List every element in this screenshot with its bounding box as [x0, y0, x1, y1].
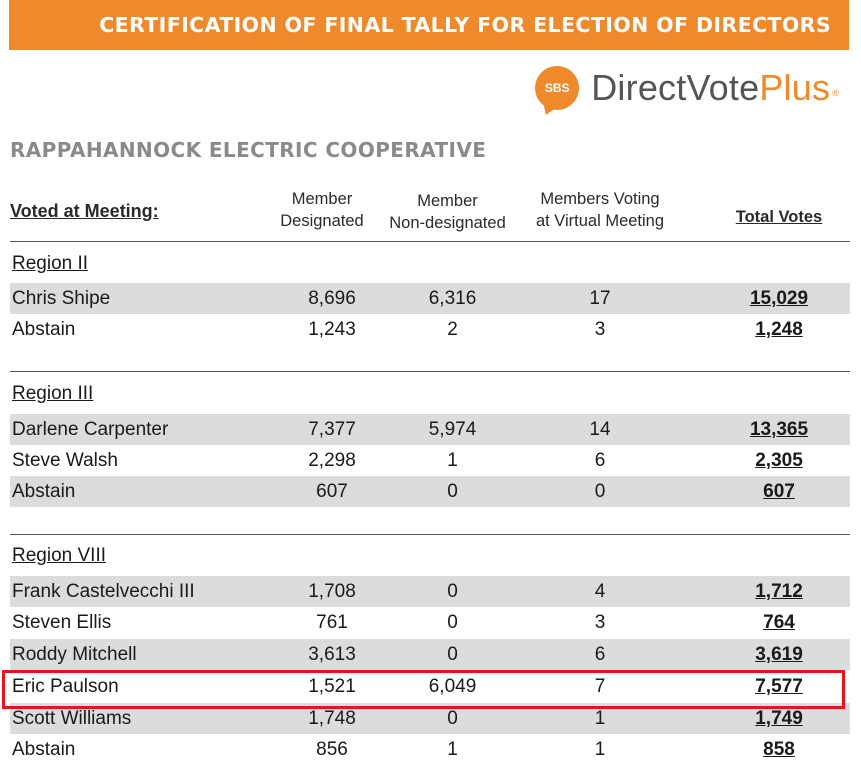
header-members-voting-virtual: Members Voting at Virtual Meeting — [520, 188, 680, 232]
candidate-name: Abstain — [12, 319, 76, 340]
header-line: Non-designated — [389, 214, 506, 232]
non-designated-count: 6,049 — [428, 676, 477, 697]
candidate-name: Frank Castelvecchi III — [12, 581, 195, 602]
header-divider — [10, 241, 850, 242]
virtual-count: 0 — [594, 481, 606, 502]
candidate-name: Steve Walsh — [12, 450, 118, 471]
total-votes: 13,365 — [749, 419, 809, 440]
virtual-count: 1 — [594, 708, 606, 729]
virtual-count: 4 — [594, 581, 606, 602]
designated-count: 761 — [316, 612, 348, 633]
non-designated-count: 0 — [447, 612, 458, 633]
table-row: Frank Castelvecchi III 1,708 0 4 1,712 — [10, 576, 850, 607]
virtual-count: 3 — [594, 612, 606, 633]
header-line: at Virtual Meeting — [535, 212, 665, 230]
logo-brand-part-b: Plus — [759, 67, 831, 108]
table-row: Roddy Mitchell 3,613 0 6 3,619 — [10, 639, 850, 670]
designated-count: 1,521 — [308, 676, 356, 697]
region-heading: Region VIII — [12, 545, 106, 566]
region-heading: Region II — [12, 253, 89, 274]
header-voted-at-meeting: Voted at Meeting: — [10, 201, 159, 221]
designated-count: 8,696 — [308, 288, 356, 309]
candidate-name: Chris Shipe — [12, 288, 111, 309]
candidate-name: Abstain — [12, 481, 76, 502]
directvoteplus-logo: SBS DirectVotePlus ® — [535, 62, 839, 114]
total-votes: 858 — [763, 739, 795, 760]
virtual-count: 3 — [594, 319, 606, 340]
candidate-name: Eric Paulson — [12, 676, 119, 697]
virtual-count: 7 — [594, 676, 606, 697]
candidate-name: Roddy Mitchell — [12, 644, 137, 665]
candidate-name: Abstain — [12, 739, 76, 760]
total-votes: 1,749 — [755, 708, 803, 729]
total-votes: 607 — [763, 481, 795, 502]
organization-name: RAPPAHANNOCK ELECTRIC COOPERATIVE — [10, 138, 487, 162]
header-line: Designated — [280, 212, 364, 230]
non-designated-count: 6,316 — [428, 288, 477, 309]
banner-title: CERTIFICATION OF FINAL TALLY FOR ELECTIO… — [99, 13, 831, 37]
total-votes: 1,248 — [755, 319, 803, 340]
designated-count: 7,377 — [308, 419, 356, 440]
non-designated-count: 0 — [447, 644, 458, 665]
designated-count: 1,708 — [308, 581, 356, 602]
table-row: Abstain 607 0 0 607 — [10, 476, 850, 507]
virtual-count: 17 — [589, 288, 611, 309]
region-heading: Region III — [12, 383, 94, 404]
designated-count: 2,298 — [308, 450, 356, 471]
header-total-votes: Total Votes — [735, 208, 823, 226]
virtual-count: 14 — [589, 419, 611, 440]
designated-count: 607 — [316, 481, 348, 502]
header-member-non-designated: Member Non-designated — [380, 190, 515, 234]
non-designated-count: 0 — [447, 481, 458, 502]
non-designated-count: 0 — [447, 581, 458, 602]
total-votes: 3,619 — [755, 644, 803, 665]
sbs-speech-bubble-icon: SBS — [535, 66, 580, 110]
registered-mark: ® — [832, 88, 839, 98]
virtual-count: 1 — [594, 739, 606, 760]
designated-count: 3,613 — [308, 644, 356, 665]
candidate-name: Steven Ellis — [12, 612, 112, 633]
table-row: Abstain 1,243 2 3 1,248 — [10, 314, 850, 345]
non-designated-count: 1 — [447, 739, 458, 760]
region-divider — [10, 371, 850, 372]
candidate-name: Darlene Carpenter — [12, 419, 169, 440]
header-member-designated: Member Designated — [262, 188, 382, 232]
designated-count: 1,748 — [308, 708, 356, 729]
total-votes: 2,305 — [755, 450, 803, 471]
region-divider — [10, 534, 850, 535]
non-designated-count: 0 — [447, 708, 458, 729]
header-line: Members Voting — [540, 190, 660, 208]
table-row: Chris Shipe 8,696 6,316 17 15,029 — [10, 283, 850, 314]
header-line: Member — [417, 192, 478, 210]
table-row: Darlene Carpenter 7,377 5,974 14 13,365 — [10, 414, 850, 445]
header-line: Member — [291, 190, 353, 208]
title-banner: CERTIFICATION OF FINAL TALLY FOR ELECTIO… — [9, 0, 849, 50]
virtual-count: 6 — [594, 450, 606, 471]
designated-count: 1,243 — [308, 319, 356, 340]
logo-wordmark: DirectVotePlus ® — [591, 67, 839, 109]
total-votes: 15,029 — [749, 288, 809, 309]
non-designated-count: 2 — [447, 319, 458, 340]
virtual-count: 6 — [594, 644, 606, 665]
table-row: Steve Walsh 2,298 1 6 2,305 — [10, 445, 850, 476]
non-designated-count: 1 — [447, 450, 458, 471]
table-row: Steven Ellis 761 0 3 764 — [10, 607, 850, 638]
non-designated-count: 5,974 — [428, 419, 477, 440]
designated-count: 856 — [316, 739, 348, 760]
table-row-highlighted: Eric Paulson 1,521 6,049 7 7,577 — [10, 671, 850, 702]
table-row: Abstain 856 1 1 858 — [10, 734, 850, 765]
table-row: Scott Williams 1,748 0 1 1,749 — [10, 703, 850, 734]
logo-brand-part-a: DirectVote — [591, 67, 760, 108]
total-votes: 764 — [763, 612, 795, 633]
candidate-name: Scott Williams — [12, 708, 132, 729]
total-votes: 1,712 — [755, 581, 803, 602]
total-votes: 7,577 — [755, 676, 803, 697]
